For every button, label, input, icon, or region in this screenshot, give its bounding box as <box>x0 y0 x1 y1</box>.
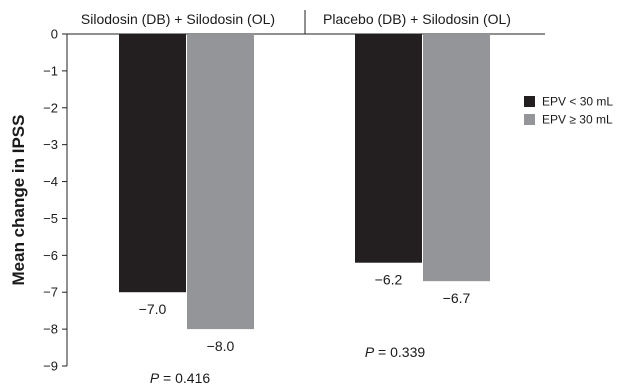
bars <box>119 34 490 330</box>
legend-label: EPV < 30 mL <box>542 95 613 109</box>
y-tick-label: −2 <box>43 100 58 115</box>
legend-swatch <box>524 96 535 107</box>
y-tick-label: 0 <box>51 27 58 42</box>
p-value: P = 0.339 <box>365 344 426 360</box>
bar <box>119 34 186 293</box>
legend-label: EPV ≥ 30 mL <box>542 113 613 127</box>
y-tick-label: −7 <box>43 285 58 300</box>
data-label: −6.2 <box>375 272 403 288</box>
data-label: −8.0 <box>207 338 235 354</box>
y-tick-label: −9 <box>43 359 58 374</box>
y-tick-label: −8 <box>43 322 58 337</box>
data-label: −6.7 <box>443 290 471 306</box>
y-tick-label: −4 <box>43 174 58 189</box>
p-value: P = 0.416 <box>150 370 211 385</box>
p-value-symbol: P <box>365 344 375 360</box>
bar <box>355 34 422 263</box>
group-label: Silodosin (DB) + Silodosin (OL) <box>81 11 275 27</box>
y-tick-label: −1 <box>43 63 58 78</box>
y-axis-label: Mean change in IPSS <box>9 115 28 286</box>
bar <box>187 34 254 330</box>
y-tick-label: −3 <box>43 137 58 152</box>
p-value-text: = 0.416 <box>159 370 210 385</box>
bar <box>423 34 490 282</box>
group-labels: Silodosin (DB) + Silodosin (OL) Placebo (… <box>81 11 511 27</box>
p-value-symbol: P <box>150 370 160 385</box>
y-tick-label: −6 <box>43 248 58 263</box>
legend-swatch <box>524 114 535 125</box>
data-labels: −7.0 −6.2 −8.0 −6.7 <box>139 272 471 354</box>
group-label: Placebo (DB) + Silodosin (OL) <box>323 11 511 27</box>
p-value-text: = 0.339 <box>374 344 425 360</box>
legend: EPV < 30 mL EPV ≥ 30 mL <box>524 95 613 127</box>
y-tick-label: −5 <box>43 211 58 226</box>
y-ticks: 0 −1 −2 −3 −4 −5 −6 −7 −8 −9 <box>43 27 67 374</box>
data-label: −7.0 <box>139 301 167 317</box>
